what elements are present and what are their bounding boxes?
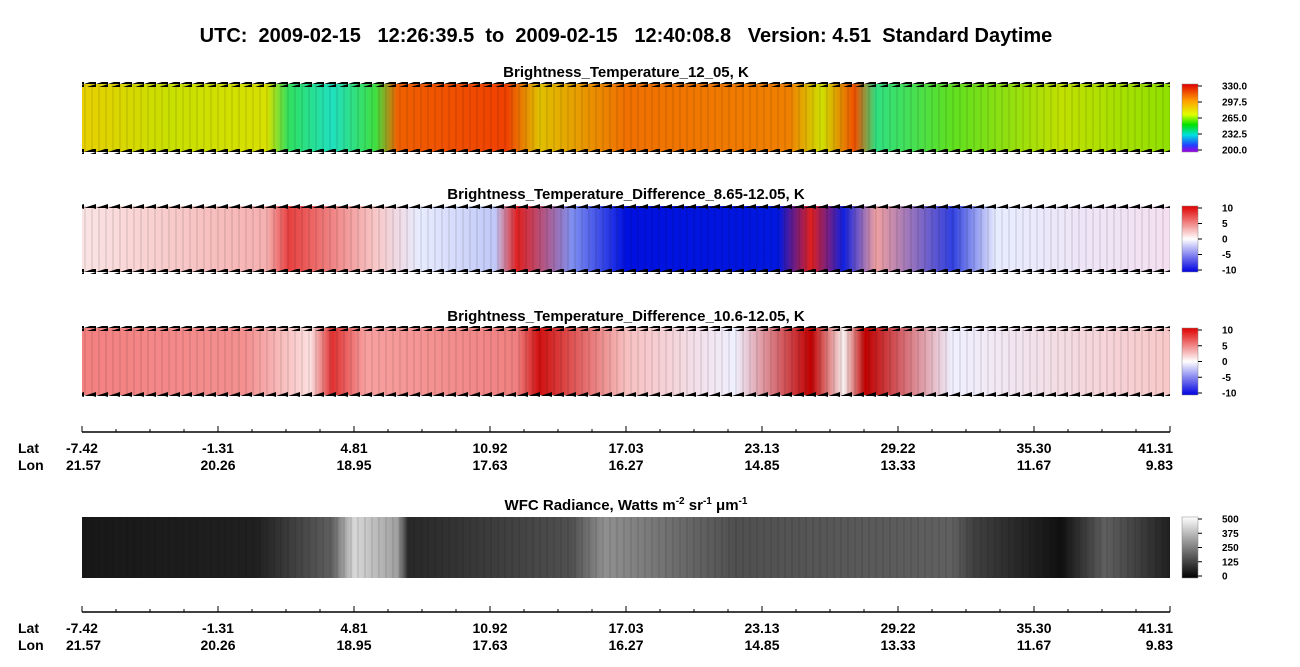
colorbar — [1181, 327, 1199, 396]
page-title: UTC: 2009-02-15 12:26:39.5 to 2009-02-15… — [200, 25, 1053, 47]
axis-label: 14.85 — [744, 457, 779, 473]
axis-label: 9.83 — [1146, 457, 1173, 473]
axis-label: 17.03 — [608, 620, 643, 636]
axis-label: 10.92 — [472, 440, 507, 456]
axis-label: -1.31 — [202, 620, 234, 636]
colorbar — [1181, 205, 1199, 273]
axis-label: -7.42 — [66, 620, 98, 636]
panel-title: WFC Radiance, Watts m-2 sr-1 μm-1 — [505, 496, 748, 514]
strip-edge — [82, 149, 1170, 154]
panel-title: Brightness_Temperature_Difference_10.6-1… — [447, 308, 805, 325]
colorbar-label: 297.5 — [1222, 98, 1247, 109]
strip-edge — [82, 326, 1170, 331]
axis-label: -1.31 — [202, 440, 234, 456]
strip-texture — [82, 517, 1170, 578]
axis-label: 21.57 — [66, 637, 101, 653]
superscript: -2 — [676, 496, 685, 507]
colorbar-label: 0 — [1222, 235, 1228, 246]
colorbar-label: 0 — [1222, 357, 1228, 368]
axis-row-label: Lon — [18, 457, 44, 473]
colorbar-label: 10 — [1222, 204, 1234, 215]
axis-label: 35.30 — [1016, 440, 1051, 456]
axis-label: 4.81 — [340, 440, 367, 456]
strip-texture — [82, 328, 1170, 395]
axis-row-label: Lat — [18, 440, 39, 456]
axis-label: 18.95 — [336, 457, 371, 473]
panel-title: Brightness_Temperature_12_05, K — [503, 64, 749, 81]
colorbar-label: 0 — [1222, 572, 1228, 583]
axis-label: 35.30 — [1016, 620, 1051, 636]
axis-label: 17.63 — [472, 637, 507, 653]
strip-edge — [82, 82, 1170, 87]
colorbar-label: 10 — [1222, 326, 1234, 337]
title-part: μm — [712, 497, 739, 514]
axis-label: 16.27 — [608, 457, 643, 473]
axis-label: 11.67 — [1017, 637, 1051, 653]
colorbar-label: 232.5 — [1222, 130, 1247, 141]
axis-label: 17.03 — [608, 440, 643, 456]
axis-label: 41.31 — [1138, 440, 1173, 456]
colorbar-label: 5 — [1222, 219, 1228, 230]
axis-label: 11.67 — [1017, 457, 1051, 473]
superscript: -1 — [739, 496, 748, 507]
axis-row-label: Lon — [18, 637, 44, 653]
strip-edge — [82, 392, 1170, 397]
axis-label: 23.13 — [744, 620, 779, 636]
colorbar-label: 125 — [1222, 557, 1239, 568]
colorbar-label: -10 — [1222, 389, 1237, 400]
axis-label: 21.57 — [66, 457, 101, 473]
axis-label: 13.33 — [880, 457, 915, 473]
colorbar — [1181, 516, 1199, 579]
axis-label: 4.81 — [340, 620, 367, 636]
colorbar-label: -5 — [1222, 250, 1231, 261]
colorbar-label: 250 — [1222, 543, 1239, 554]
axis-label: 20.26 — [200, 637, 235, 653]
superscript: -1 — [703, 496, 712, 507]
panel-title: Brightness_Temperature_Difference_8.65-1… — [447, 186, 805, 203]
colorbar-label: 200.0 — [1222, 146, 1247, 157]
colorbar — [1181, 83, 1199, 153]
colorbar-label: 330.0 — [1222, 82, 1247, 93]
colorbar-label: 265.0 — [1222, 114, 1247, 125]
title-part: sr — [685, 497, 704, 514]
axis-row-label: Lat — [18, 620, 39, 636]
axis-label: 16.27 — [608, 637, 643, 653]
axis-label: 41.31 — [1138, 620, 1173, 636]
colorbar-label: 500 — [1222, 515, 1239, 526]
axis-label: 20.26 — [200, 457, 235, 473]
strip-edge — [82, 204, 1170, 209]
colorbar-label: -10 — [1222, 266, 1237, 277]
title-part: WFC Radiance, Watts m — [505, 497, 676, 514]
axis-label: 13.33 — [880, 637, 915, 653]
axis-label: 29.22 — [880, 440, 915, 456]
colorbar-label: 5 — [1222, 341, 1228, 352]
axis-label: 17.63 — [472, 457, 507, 473]
strip-edge — [82, 269, 1170, 274]
axis-label: 9.83 — [1146, 637, 1173, 653]
axis-label: 18.95 — [336, 637, 371, 653]
colorbar-label: -5 — [1222, 373, 1231, 384]
axis-label: 10.92 — [472, 620, 507, 636]
strip-texture — [82, 84, 1170, 152]
colorbar-label: 375 — [1222, 529, 1239, 540]
axis-label: 14.85 — [744, 637, 779, 653]
axis-label: 23.13 — [744, 440, 779, 456]
axis-label: -7.42 — [66, 440, 98, 456]
strip-texture — [82, 206, 1170, 272]
axis-label: 29.22 — [880, 620, 915, 636]
